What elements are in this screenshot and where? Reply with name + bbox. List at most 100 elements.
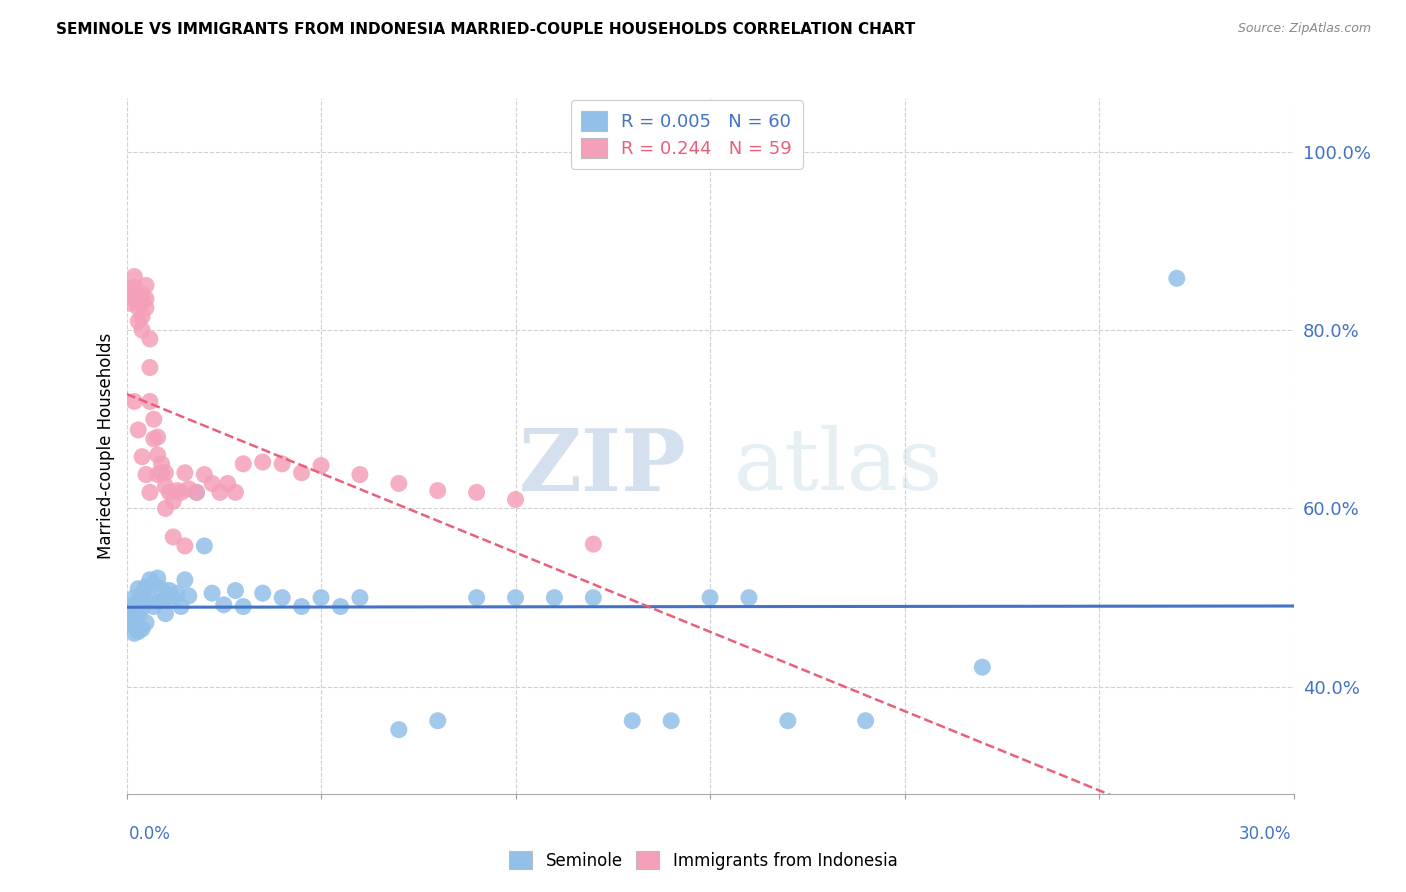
Point	[217, 476, 239, 491]
Point	[120, 296, 142, 310]
Point	[166, 586, 188, 600]
Point	[131, 586, 153, 600]
Point	[131, 310, 153, 324]
Legend: R = 0.005   N = 60, R = 0.244   N = 59: R = 0.005 N = 60, R = 0.244 N = 59	[571, 100, 803, 169]
Point	[855, 714, 877, 728]
Point	[162, 592, 184, 607]
Point	[193, 467, 215, 482]
Point	[232, 457, 254, 471]
Point	[131, 450, 153, 464]
Point	[139, 360, 162, 375]
Point	[157, 583, 180, 598]
Point	[972, 660, 994, 674]
Point	[120, 613, 142, 627]
Point	[252, 586, 274, 600]
Point	[224, 583, 246, 598]
Point	[124, 394, 146, 409]
Point	[120, 599, 142, 614]
Point	[776, 714, 799, 728]
Point	[124, 591, 146, 605]
Point	[142, 412, 165, 426]
Point	[174, 466, 197, 480]
Point	[271, 457, 294, 471]
Point	[131, 323, 153, 337]
Point	[135, 595, 157, 609]
Point	[124, 292, 146, 306]
Point	[621, 714, 644, 728]
Point	[329, 599, 352, 614]
Point	[162, 494, 184, 508]
Point	[201, 476, 224, 491]
Point	[177, 482, 200, 496]
Point	[124, 280, 146, 294]
Point	[124, 598, 146, 612]
Point	[186, 485, 208, 500]
Text: atlas: atlas	[734, 425, 942, 508]
Point	[139, 332, 162, 346]
Point	[155, 591, 177, 605]
Point	[388, 476, 411, 491]
Point	[124, 269, 146, 284]
Point	[135, 580, 157, 594]
Point	[186, 485, 208, 500]
Point	[146, 595, 169, 609]
Point	[131, 601, 153, 615]
Point	[174, 573, 197, 587]
Point	[174, 539, 197, 553]
Point	[142, 577, 165, 591]
Point	[170, 599, 193, 614]
Point	[146, 571, 169, 585]
Point	[155, 501, 177, 516]
Point	[139, 573, 162, 587]
Point	[127, 582, 149, 596]
Point	[120, 617, 142, 632]
Point	[208, 485, 231, 500]
Point	[349, 591, 371, 605]
Point	[505, 492, 527, 507]
Point	[155, 607, 177, 621]
Point	[120, 283, 142, 297]
Point	[146, 448, 169, 462]
Point	[193, 539, 215, 553]
Point	[124, 604, 146, 618]
Point	[120, 608, 142, 623]
Text: Source: ZipAtlas.com: Source: ZipAtlas.com	[1237, 22, 1371, 36]
Point	[738, 591, 761, 605]
Point	[131, 622, 153, 636]
Point	[155, 466, 177, 480]
Point	[146, 430, 169, 444]
Point	[426, 483, 449, 498]
Point	[150, 582, 173, 596]
Point	[157, 485, 180, 500]
Point	[349, 467, 371, 482]
Point	[290, 466, 312, 480]
Y-axis label: Married-couple Households: Married-couple Households	[97, 333, 115, 559]
Point	[127, 301, 149, 315]
Point	[131, 287, 153, 301]
Point	[139, 592, 162, 607]
Point	[309, 458, 332, 473]
Point	[135, 467, 157, 482]
Text: 30.0%: 30.0%	[1239, 825, 1291, 843]
Point	[309, 591, 332, 605]
Point	[135, 615, 157, 630]
Point	[1166, 271, 1188, 285]
Point	[135, 301, 157, 315]
Point	[465, 485, 488, 500]
Point	[162, 530, 184, 544]
Point	[127, 289, 149, 303]
Point	[290, 599, 312, 614]
Text: 0.0%: 0.0%	[129, 825, 172, 843]
Point	[135, 278, 157, 293]
Point	[166, 483, 188, 498]
Point	[224, 485, 246, 500]
Point	[201, 586, 224, 600]
Point	[388, 723, 411, 737]
Point	[124, 626, 146, 640]
Point	[150, 466, 173, 480]
Point	[252, 455, 274, 469]
Point	[127, 595, 149, 609]
Point	[465, 591, 488, 605]
Point	[127, 624, 149, 639]
Point	[139, 485, 162, 500]
